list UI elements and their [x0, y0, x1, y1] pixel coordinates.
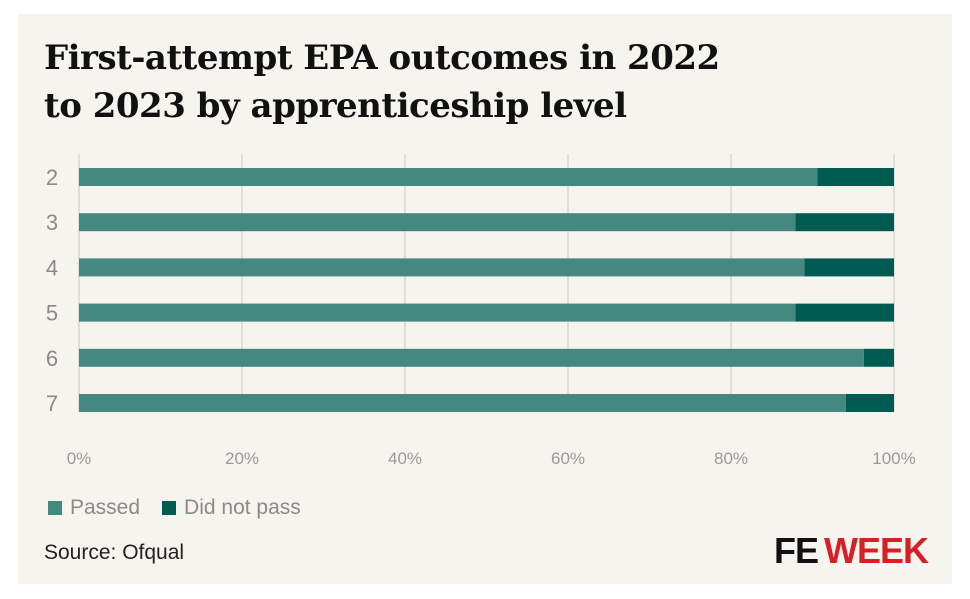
bar-did-not-pass [817, 168, 894, 186]
chart-title: First-attempt EPA outcomes in 2022 to 20… [44, 34, 844, 130]
y-category-label: 3 [46, 210, 58, 235]
legend-item-passed: Passed [48, 496, 140, 520]
bar-did-not-pass [845, 394, 894, 412]
bar-passed [79, 348, 864, 367]
y-category-label: 2 [46, 165, 58, 190]
x-tick-label: 0% [67, 449, 92, 468]
chart-title-line-2: to 2023 by apprenticeship level [44, 86, 627, 126]
bar-did-not-pass [795, 303, 894, 322]
legend-swatch-did-not-pass [162, 501, 177, 515]
x-tick-label: 20% [225, 449, 259, 468]
logo-fe-text: FE [773, 530, 819, 571]
bar-passed [79, 394, 846, 412]
x-tick-label: 100% [872, 449, 915, 468]
bar-passed [79, 258, 805, 277]
x-tick-label: 80% [714, 449, 748, 468]
legend-label-did-not-pass: Did not pass [184, 496, 301, 519]
logo-week-text: WEEK [824, 530, 929, 571]
bar-did-not-pass [795, 213, 894, 232]
bar-passed [79, 168, 818, 186]
x-tick-label: 60% [551, 449, 585, 468]
bar-passed [79, 303, 796, 322]
bar-chart: 0% 20% 40% 60% 80% 100% 2 3 4 5 6 7 [46, 154, 916, 468]
fe-week-logo: FE WEEK [773, 530, 929, 572]
legend-item-did-not-pass: Did not pass [162, 496, 301, 520]
chart-legend: Passed Did not pass [48, 496, 323, 520]
y-category-label: 5 [46, 301, 58, 326]
chart-title-line-1: First-attempt EPA outcomes in 2022 [44, 38, 720, 78]
x-tick-label: 40% [388, 449, 422, 468]
bar-did-not-pass [863, 348, 894, 367]
chart-card: First-attempt EPA outcomes in 2022 to 20… [18, 14, 952, 584]
y-category-label: 7 [46, 391, 58, 416]
bar-passed [79, 213, 796, 232]
source-note: Source: Ofqual [44, 541, 185, 564]
legend-swatch-passed [48, 501, 62, 515]
y-category-label: 6 [46, 346, 58, 371]
legend-label-passed: Passed [70, 496, 141, 519]
y-category-label: 4 [46, 255, 58, 280]
bar-did-not-pass [804, 258, 894, 277]
